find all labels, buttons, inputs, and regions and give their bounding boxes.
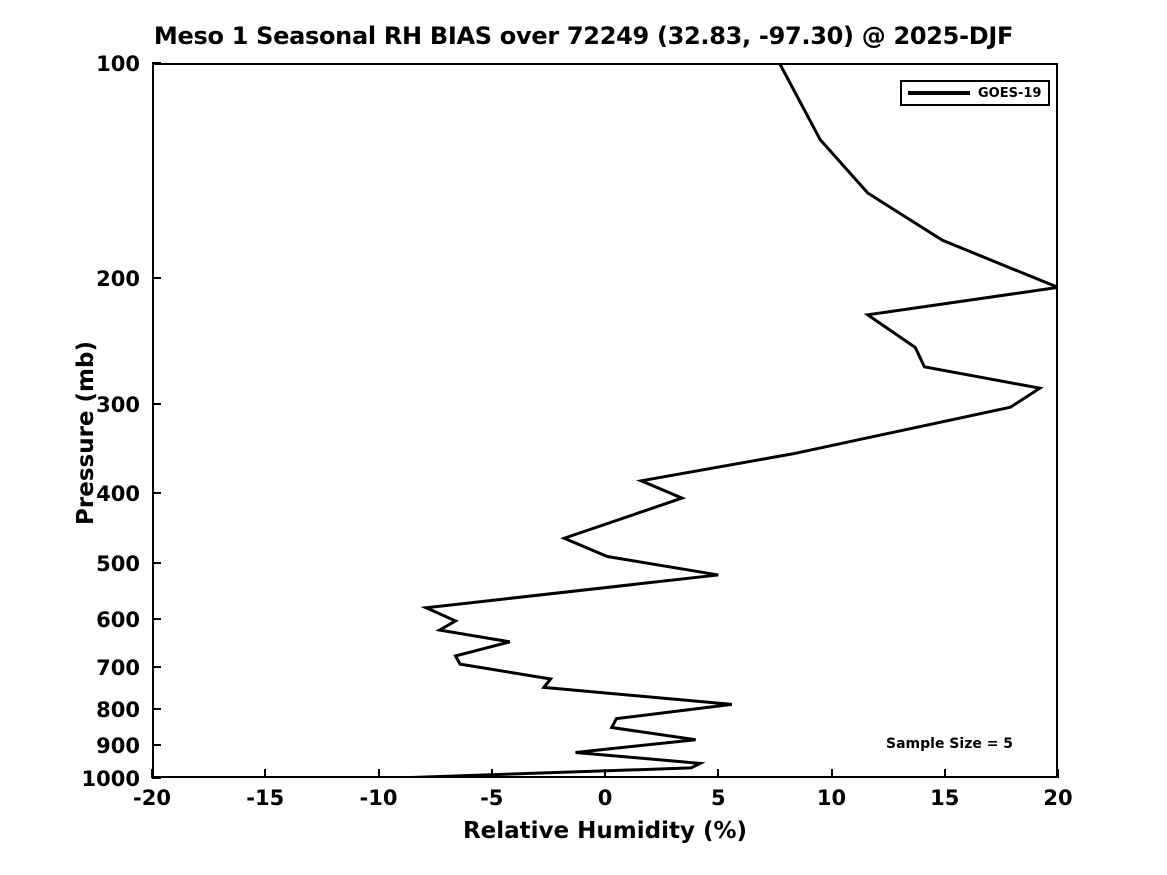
y-tick-mark xyxy=(152,744,161,747)
x-tick-mark xyxy=(264,769,267,778)
y-tick-mark xyxy=(152,618,161,621)
y-tick-mark xyxy=(152,777,161,779)
y-tick-label: 200 xyxy=(96,267,140,292)
y-tick-label: 1000 xyxy=(81,767,140,791)
x-tick-mark xyxy=(717,769,720,778)
y-tick-label: 600 xyxy=(96,608,140,633)
y-tick-label: 500 xyxy=(96,551,140,576)
y-tick-label: 800 xyxy=(96,697,140,722)
y-axis-label: Pressure (mb) xyxy=(73,341,99,525)
x-tick-label: 0 xyxy=(597,786,613,810)
sample-size-annotation: Sample Size = 5 xyxy=(886,736,1014,752)
x-tick-mark xyxy=(1057,769,1059,778)
y-tick-mark xyxy=(152,403,161,406)
x-tick-mark xyxy=(490,769,493,778)
y-tick-label: 700 xyxy=(96,656,140,681)
x-tick-mark xyxy=(151,769,153,778)
legend: GOES-19 xyxy=(900,80,1050,106)
x-tick-label: -10 xyxy=(359,786,398,810)
y-tick-mark xyxy=(152,277,161,280)
x-tick-label: 10 xyxy=(816,786,847,810)
x-tick-label: -15 xyxy=(246,786,285,810)
y-tick-label: 100 xyxy=(96,52,140,76)
legend-label-goes19: GOES-19 xyxy=(978,85,1042,101)
y-tick-mark xyxy=(152,62,161,64)
y-tick-label: 300 xyxy=(96,393,140,418)
x-tick-label: 5 xyxy=(710,786,726,810)
y-tick-mark xyxy=(152,666,161,669)
y-tick-mark xyxy=(152,561,161,564)
x-tick-mark xyxy=(377,769,380,778)
x-tick-mark xyxy=(830,769,833,778)
x-tick-mark xyxy=(943,769,946,778)
x-axis-label: Relative Humidity (%) xyxy=(462,818,748,844)
y-tick-mark xyxy=(152,707,161,710)
plot-area xyxy=(152,63,1058,778)
y-tick-mark xyxy=(152,492,161,495)
legend-line-goes19 xyxy=(908,91,970,95)
y-tick-label: 400 xyxy=(96,482,140,507)
y-tick-label: 900 xyxy=(96,734,140,759)
x-tick-label: -20 xyxy=(133,786,171,810)
x-tick-label: 15 xyxy=(930,786,960,810)
x-tick-label: 20 xyxy=(1043,786,1073,810)
chart-title: Meso 1 Seasonal RH BIAS over 72249 (32.8… xyxy=(153,22,1014,50)
x-tick-label: -5 xyxy=(480,786,504,810)
x-tick-mark xyxy=(604,769,606,778)
